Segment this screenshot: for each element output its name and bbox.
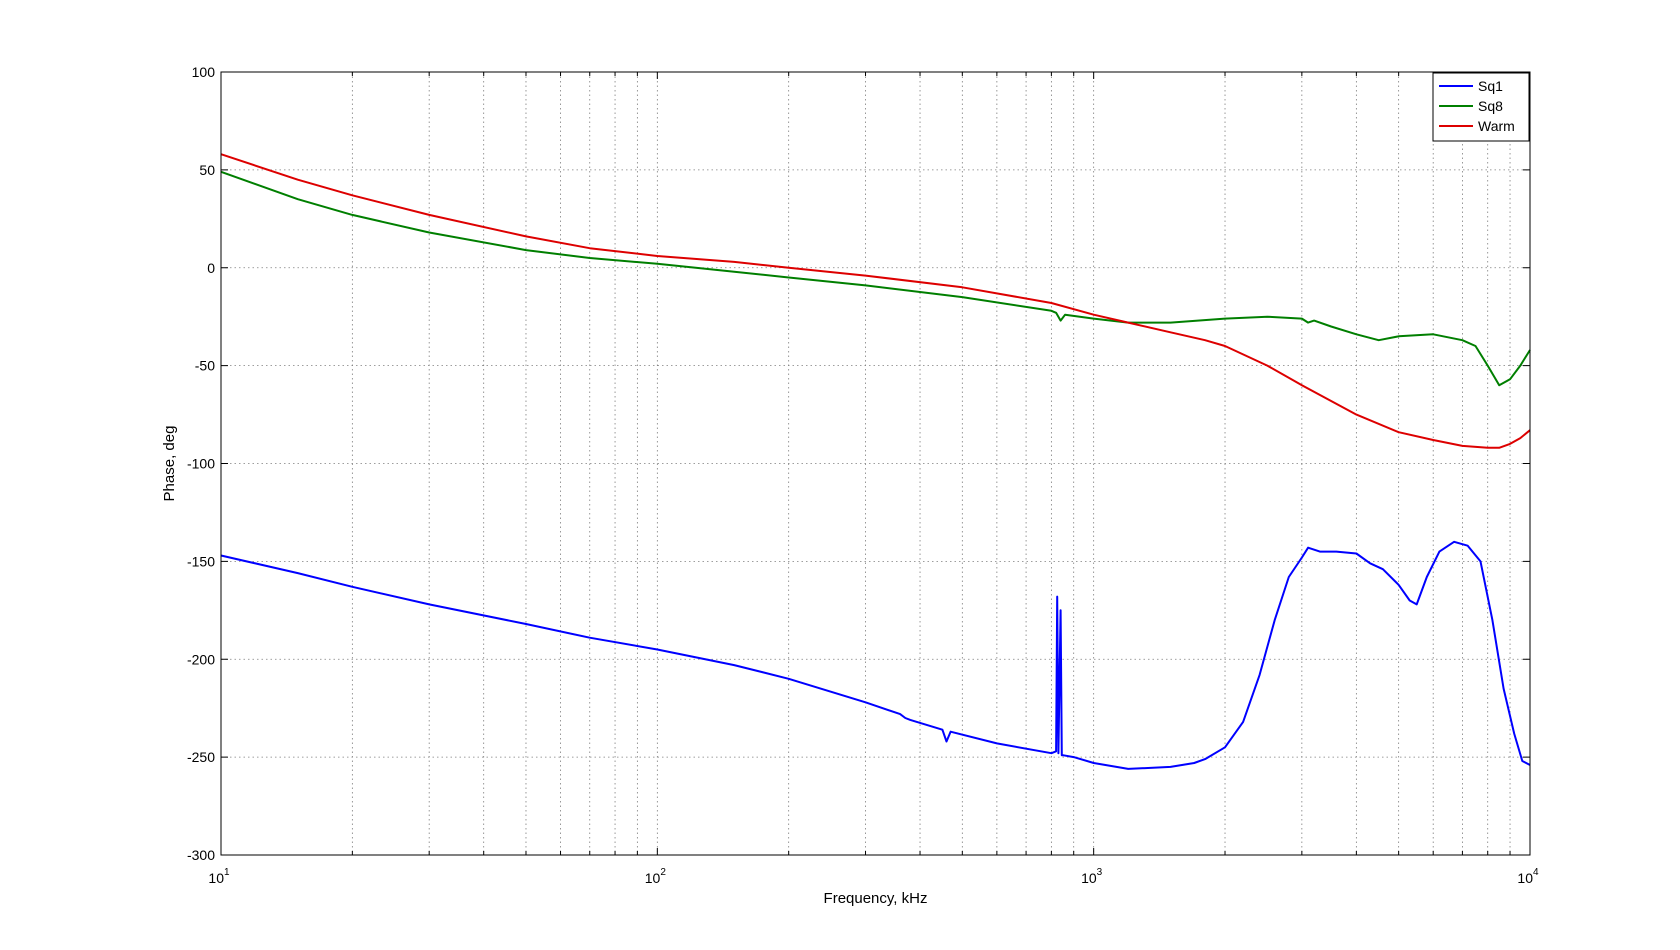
x-tick-label: 104 (1517, 867, 1539, 886)
legend-entry: Sq1 (1478, 78, 1503, 94)
x-tick-label-base: 10 (208, 870, 224, 886)
series-line-sq8 (220, 170, 1531, 387)
legend: Sq1 Sq8 Warm (1432, 72, 1530, 142)
x-tick-label-exponent: 3 (1097, 867, 1103, 878)
y-tick-label: -150 (187, 553, 215, 569)
series-line-warm (220, 153, 1531, 449)
series-line-sq1 (220, 540, 1531, 770)
y-tick-label: -50 (195, 358, 215, 374)
y-tick-label: -100 (187, 456, 215, 472)
x-tick-label-exponent: 1 (224, 867, 230, 878)
grid (221, 72, 1530, 855)
y-tick-label: 0 (207, 260, 215, 276)
y-tick-label: 100 (192, 64, 216, 80)
x-tick-label-exponent: 4 (1533, 867, 1539, 878)
y-tick-label: -200 (187, 651, 215, 667)
x-axis-label: Frequency, kHz (824, 890, 928, 907)
y-tick-label: 50 (199, 162, 215, 178)
x-tick-label-base: 10 (645, 870, 661, 886)
x-tick-label: 102 (645, 867, 667, 886)
x-tick-label: 103 (1081, 867, 1103, 886)
series-lines (220, 153, 1531, 770)
x-tick-label-base: 10 (1517, 870, 1533, 886)
x-tick-label-base: 10 (1081, 870, 1097, 886)
y-axis-label: Phase, deg (161, 426, 178, 502)
x-tick-label: 101 (208, 867, 230, 886)
legend-entry: Sq8 (1478, 98, 1503, 114)
x-tick-label-exponent: 2 (660, 867, 666, 878)
y-tick-label: -300 (187, 847, 215, 863)
y-tick-label: -250 (187, 749, 215, 765)
legend-entry: Warm (1478, 118, 1515, 134)
